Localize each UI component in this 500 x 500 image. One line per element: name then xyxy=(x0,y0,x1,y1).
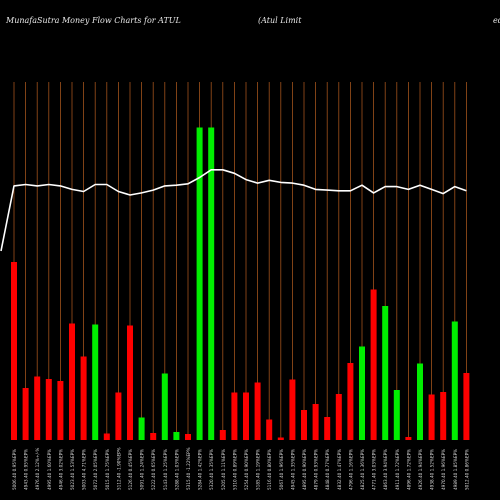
x-tick-label-29: 4796.40 1.16%EP% xyxy=(348,449,353,490)
bar-32 xyxy=(382,306,389,440)
x-tick-label-25: 4895.40 0.90%EP% xyxy=(302,449,307,490)
bar-38 xyxy=(451,321,458,440)
chart-title: MunafaSutra Money Flow Charts for ATUL xyxy=(6,16,181,25)
bar-36 xyxy=(428,394,435,440)
bar-21 xyxy=(254,382,261,440)
x-tick-label-36: 4938.40 1.52%EP% xyxy=(430,449,435,490)
grid-lines xyxy=(13,82,467,440)
x-tick-label-22: 5116.40 0.80%EP% xyxy=(267,449,272,490)
bar-13 xyxy=(161,373,168,440)
bar-19 xyxy=(231,392,238,440)
x-tick-label-7: 5072.40 2.05%EP% xyxy=(93,449,98,490)
bar-4 xyxy=(57,381,64,440)
company-name-cutoff: ed xyxy=(493,16,500,25)
x-tick-label-20: 5254.40 0.90%EP% xyxy=(244,449,249,490)
x-tick-label-10: 5126.40 0.45%EP% xyxy=(128,449,133,490)
bar-29 xyxy=(347,363,354,440)
bar-33 xyxy=(393,390,400,440)
bar-39 xyxy=(463,373,470,440)
bar-28 xyxy=(335,394,342,440)
x-tick-label-6: 5003.40 4.71%EP% xyxy=(82,449,87,490)
bar-2 xyxy=(34,376,41,440)
company-name: (Atul Limit xyxy=(258,16,302,25)
x-tick-label-30: 4825.40 1.36%EP% xyxy=(360,449,365,490)
bar-23 xyxy=(277,437,284,440)
x-tick-label-9: 5112.40 -1.90%EP% xyxy=(116,447,121,490)
bar-34 xyxy=(405,437,412,440)
bar-9 xyxy=(115,392,122,440)
bar-22 xyxy=(266,419,273,440)
bar-10 xyxy=(127,325,133,440)
x-tick-label-16: 5284.40 1.42%EP% xyxy=(198,449,203,490)
x-tick-label-3: 4995.40 1.60%EP% xyxy=(47,449,52,490)
bar-18 xyxy=(219,430,226,440)
x-tick-label-38: 4989.40 1.85%EP% xyxy=(453,449,458,490)
x-axis-labels: 5006.40 0.95%EP% 4943.40 0.95%EP% 4976.40 … xyxy=(12,447,469,490)
bar-0 xyxy=(11,262,17,440)
bar-37 xyxy=(440,392,447,440)
x-tick-label-2: 4976.40 2.12%+/-% xyxy=(35,448,40,490)
bar-14 xyxy=(173,432,180,440)
x-tick-label-33: 4911.40 1.72%EP% xyxy=(395,449,400,490)
x-tick-label-27: 4848.40 0.77%EP% xyxy=(325,449,330,490)
x-tick-label-26: 4879.40 0.93%EP% xyxy=(314,449,319,490)
x-tick-label-0: 5006.40 0.95%EP% xyxy=(12,449,17,490)
x-tick-label-32: 4863.40 3.94%EP% xyxy=(383,449,388,490)
bar-3 xyxy=(45,379,52,440)
bar-35 xyxy=(417,363,423,440)
x-tick-label-11: 5091.40 1.24%EP% xyxy=(140,449,145,490)
x-tick-label-21: 5185.40 1.19%EP% xyxy=(256,449,261,490)
trend-line xyxy=(0,169,467,252)
x-tick-label-8: 5015.40 1.75%EP% xyxy=(105,449,110,490)
x-tick-label-5: 5023.40 1.53%EP% xyxy=(70,449,75,490)
x-tick-label-35: 4926.40 1.94%EP% xyxy=(418,449,423,490)
x-tick-label-23: 5067.40 1.96%EP% xyxy=(279,449,284,490)
bar-20 xyxy=(243,392,249,440)
bar-8 xyxy=(103,433,110,440)
x-tick-label-18: 5205.40 1.11%EP% xyxy=(221,449,226,490)
x-tick-label-14: 5288.40 1.03%EP% xyxy=(174,449,179,490)
bars xyxy=(11,127,470,440)
bar-11 xyxy=(138,417,145,440)
x-tick-label-37: 4970.40 1.96%EP% xyxy=(441,449,446,490)
bar-15 xyxy=(185,434,191,440)
bar-12 xyxy=(150,433,157,440)
x-tick-label-28: 4832.40 1.47%EP% xyxy=(337,449,342,490)
x-tick-label-34: 4896.40 1.72%EP% xyxy=(406,449,411,490)
bar-25 xyxy=(301,410,307,440)
x-tick-label-39: 5012.40 0.86%EP% xyxy=(464,449,469,490)
x-tick-label-13: 5143.40 1.25%EP% xyxy=(163,449,168,490)
bar-30 xyxy=(359,346,365,440)
bar-31 xyxy=(370,289,377,440)
bar-7 xyxy=(92,324,99,440)
bar-27 xyxy=(324,417,331,440)
bar-5 xyxy=(69,323,75,440)
bar-16 xyxy=(196,127,203,440)
x-tick-label-24: 4945.40 1.35%EP% xyxy=(290,449,295,490)
bar-26 xyxy=(312,404,319,440)
x-tick-label-12: 5222.40 0.65%EP% xyxy=(151,449,156,490)
x-tick-label-1: 4943.40 0.95%EP% xyxy=(24,449,29,490)
bar-6 xyxy=(80,356,87,440)
bar-1 xyxy=(22,388,29,440)
x-tick-label-15: 5315.40 -1.22%EP% xyxy=(186,447,191,490)
x-tick-label-17: 5320.40 1.35%EP% xyxy=(209,449,214,490)
bar-24 xyxy=(289,379,296,440)
x-tick-label-4: 4946.40 3.02%EP% xyxy=(58,449,63,490)
trend-line-group xyxy=(0,169,467,252)
x-tick-label-19: 5310.40 0.89%EP% xyxy=(232,449,237,490)
x-tick-label-31: 4771.40 3.03%EP% xyxy=(372,449,377,490)
bar-17 xyxy=(208,127,215,440)
